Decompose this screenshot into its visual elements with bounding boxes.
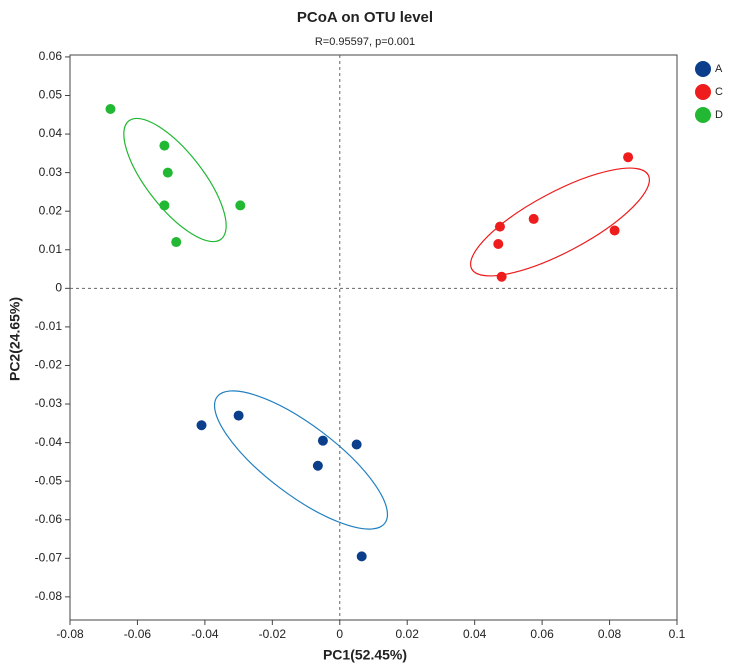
point xyxy=(233,410,244,421)
x-tick-label: 0.06 xyxy=(530,627,554,641)
y-tick-label: 0.02 xyxy=(39,203,63,217)
point xyxy=(235,200,246,211)
y-tick-label: 0.05 xyxy=(39,88,63,102)
group-ellipse xyxy=(469,167,651,277)
y-tick-label: -0.07 xyxy=(35,550,63,564)
point xyxy=(494,221,505,232)
y-tick-label: 0.01 xyxy=(39,242,63,256)
x-tick-label: -0.08 xyxy=(56,627,84,641)
y-axis-label: PC2(24.65%) xyxy=(7,297,23,381)
x-tick-label: 0.04 xyxy=(463,627,487,641)
x-tick-label: 0 xyxy=(336,627,343,641)
legend-label: C xyxy=(715,86,723,98)
point xyxy=(312,460,323,471)
x-axis-label: PC1(52.45%) xyxy=(323,647,407,663)
y-tick-label: -0.08 xyxy=(35,589,63,603)
point xyxy=(356,551,367,562)
legend-marker xyxy=(695,84,711,100)
legend-marker xyxy=(695,107,711,123)
y-tick-label: -0.06 xyxy=(35,512,63,526)
plot-frame xyxy=(69,54,678,621)
x-tick-label: -0.04 xyxy=(191,627,219,641)
group-ellipse xyxy=(123,117,227,243)
point xyxy=(159,140,170,151)
point xyxy=(609,225,620,236)
x-tick-label: 0.02 xyxy=(396,627,420,641)
y-tick-label: 0 xyxy=(55,280,62,294)
point xyxy=(171,237,182,248)
point xyxy=(496,271,507,282)
chart-title: PCoA on OTU level xyxy=(297,9,433,26)
y-tick-label: -0.04 xyxy=(35,435,63,449)
y-tick-label: 0.06 xyxy=(39,49,63,63)
point xyxy=(623,152,634,163)
point xyxy=(528,213,539,224)
legend-label: A xyxy=(715,63,723,75)
x-tick-label: 0.1 xyxy=(669,627,686,641)
legend-label: D xyxy=(715,109,723,121)
point xyxy=(351,439,362,450)
point xyxy=(317,435,328,446)
point xyxy=(196,420,207,431)
legend-marker xyxy=(695,61,711,77)
x-tick-label: -0.06 xyxy=(124,627,152,641)
y-tick-label: -0.01 xyxy=(35,319,63,333)
y-tick-label: 0.03 xyxy=(39,165,63,179)
point xyxy=(159,200,170,211)
x-tick-label: 0.08 xyxy=(598,627,622,641)
point xyxy=(162,167,173,178)
y-tick-label: 0.04 xyxy=(39,126,63,140)
y-tick-label: -0.05 xyxy=(35,473,63,487)
x-tick-label: -0.02 xyxy=(259,627,287,641)
y-tick-label: -0.02 xyxy=(35,358,63,372)
chart-subtitle: R=0.95597, p=0.001 xyxy=(315,36,415,48)
point xyxy=(493,238,504,249)
point xyxy=(105,103,116,114)
group-ellipse xyxy=(213,390,389,530)
y-tick-label: -0.03 xyxy=(35,396,63,410)
